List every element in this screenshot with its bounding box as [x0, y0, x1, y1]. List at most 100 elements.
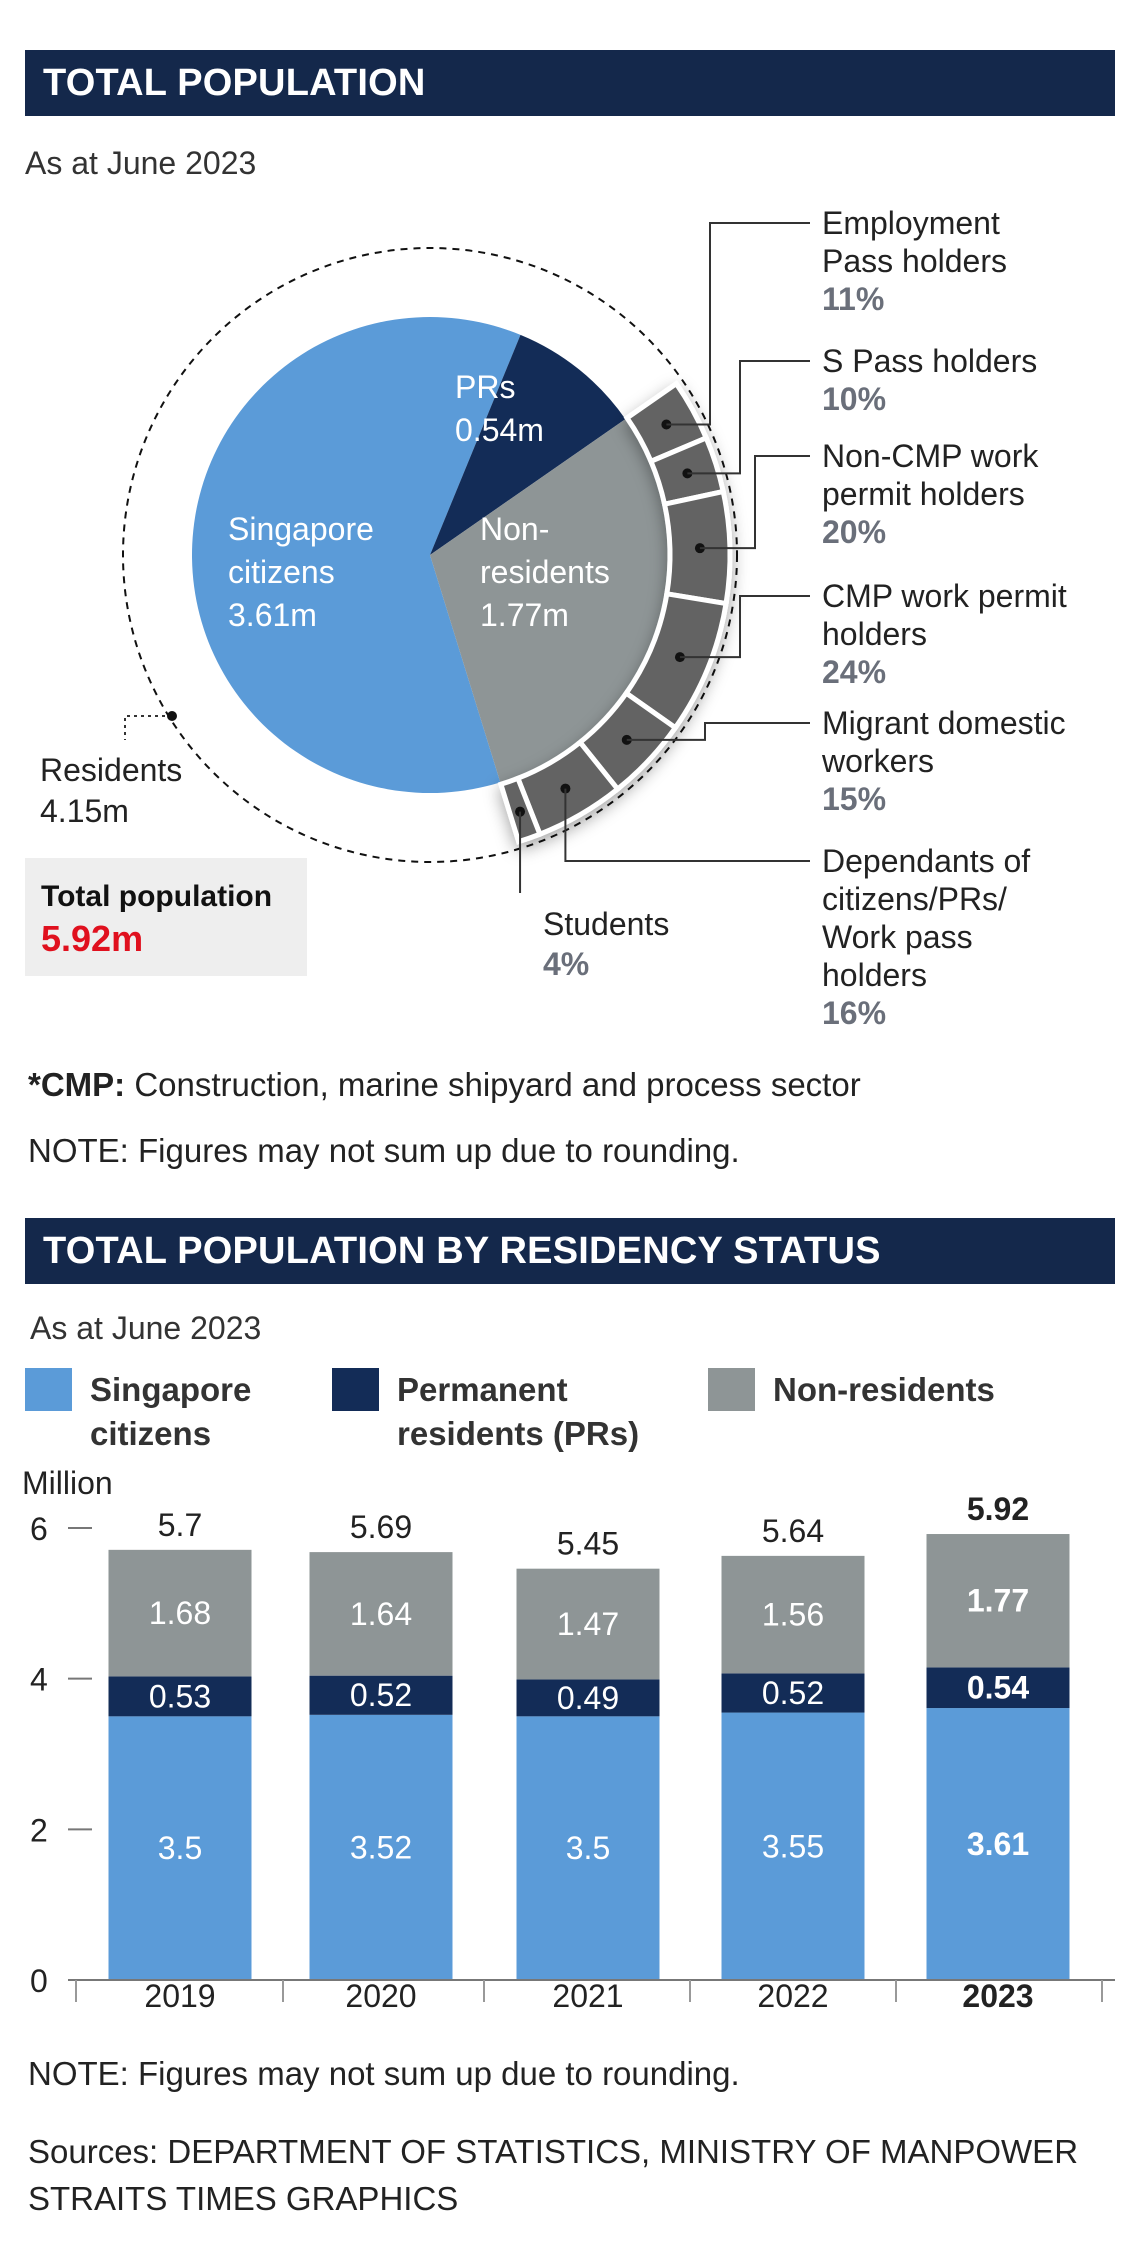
- legend-swatch-citizens: [25, 1368, 72, 1411]
- pie-label-nonres-0: Non-: [480, 511, 549, 547]
- section2-subtitle: As at June 2023: [30, 1310, 262, 1346]
- leader-line-3: [679, 595, 810, 659]
- bar-label-citizens-2023: 3.61: [967, 1826, 1029, 1862]
- leader-line-5: [564, 788, 810, 862]
- legend-label-nonres: Non-residents: [773, 1371, 995, 1408]
- bar-nonres-2019: [108, 1549, 252, 1677]
- breakdown-label-2-0: Non-CMP work: [822, 438, 1039, 474]
- breakdown-label-1-0: S Pass holders: [822, 343, 1037, 379]
- bar-label-prs-2022: 0.52: [762, 1675, 824, 1711]
- section1-title: TOTAL POPULATION: [43, 62, 426, 104]
- breakdown-label-0-1: Pass holders: [822, 243, 1007, 279]
- bar-label-citizens-2019: 3.5: [158, 1830, 202, 1866]
- breakdown-label-3-0: CMP work permit: [822, 578, 1067, 614]
- bar-label-nonres-2023: 1.77: [967, 1583, 1029, 1619]
- pie-slice-citizens: [191, 317, 521, 794]
- breakdown-pct-4: 15%: [822, 781, 886, 817]
- bar-total-2023: 5.92: [967, 1491, 1029, 1527]
- bar-total-2020: 5.69: [350, 1509, 412, 1545]
- pie-slice-nonresidents: [430, 419, 668, 783]
- breakdown-label-2-1: permit holders: [822, 476, 1025, 512]
- bar-label-prs-2021: 0.49: [557, 1680, 619, 1716]
- students-label: Students: [543, 906, 669, 942]
- bar-prs-2022: [721, 1673, 865, 1713]
- bar-label-nonres-2020: 1.64: [350, 1596, 412, 1632]
- breakdown-pct-3: 24%: [822, 654, 886, 690]
- bar-total-2022: 5.64: [762, 1513, 824, 1549]
- bar-chart: Million 0 2 4 6 3.5 0.53 1.68 5.7 2019 3.52 0.52 1.6…: [22, 1465, 1115, 2014]
- bar-label-citizens-2020: 3.52: [350, 1829, 412, 1865]
- section2-note: NOTE: Figures may not sum up due to roun…: [28, 2055, 740, 2092]
- bar-label-citizens-2021: 3.5: [566, 1830, 610, 1866]
- x-tick-label-2019: 2019: [144, 1978, 215, 2014]
- bar-label-prs-2020: 0.52: [350, 1677, 412, 1713]
- bar-label-prs-2019: 0.53: [149, 1678, 211, 1714]
- pie-label-nonres-2: 1.77m: [480, 597, 569, 633]
- y-tick-label-4: 4: [30, 1662, 48, 1698]
- residents-dot: [167, 711, 177, 721]
- y-tick-label-2: 2: [30, 1812, 48, 1848]
- breakdown-label-5-1: citizens/PRs/: [822, 881, 1007, 917]
- legend-label-citizens: Singapore citizens: [90, 1371, 252, 1452]
- x-tick-label-2021: 2021: [552, 1978, 623, 2014]
- sources-line: Sources: DEPARTMENT OF STATISTICS, MINIS…: [28, 2133, 1079, 2170]
- bar-nonres-2023: [926, 1534, 1070, 1668]
- breakdown-pct-5: 16%: [822, 995, 886, 1030]
- x-tick-label-2020: 2020: [345, 1978, 416, 2014]
- bar-citizens-2020: [309, 1714, 453, 1980]
- residents-value: 4.15m: [40, 793, 129, 829]
- pie-label-prs-0: PRs: [455, 369, 515, 405]
- residents-label: Residents: [40, 752, 182, 788]
- leader-line-2: [699, 455, 810, 550]
- total-population-box: Total population 5.92m: [25, 858, 307, 976]
- bar-citizens-2019: [108, 1716, 252, 1980]
- section1-banner: TOTAL POPULATION: [25, 50, 1115, 116]
- total-population-label: Total population: [41, 880, 273, 913]
- legend-item-citizens: Singapore citizens: [25, 1368, 251, 1456]
- pie-label-citizens-1: citizens: [228, 554, 335, 590]
- y-tick-label-0: 0: [30, 1963, 48, 1999]
- section2-title: TOTAL POPULATION BY RESIDENCY STATUS: [43, 1230, 881, 1272]
- pie-label-citizens-0: Singapore: [228, 511, 374, 547]
- section1-note: NOTE: Figures may not sum up due to roun…: [28, 1132, 740, 1169]
- pie-label-citizens-2: 3.61m: [228, 597, 317, 633]
- breakdown-label-0-0: Employment: [822, 205, 1000, 241]
- bar-nonres-2020: [309, 1552, 453, 1676]
- bar-label-prs-2023: 0.54: [967, 1670, 1029, 1706]
- students-pct: 4%: [543, 946, 589, 982]
- leader-line-0: [666, 222, 810, 426]
- legend-item-prs: Permanent residents (PRs): [332, 1368, 639, 1456]
- y-tick-label-6: 6: [30, 1511, 48, 1547]
- bar-total-2019: 5.7: [158, 1507, 202, 1543]
- pie-label-prs-1: 0.54m: [455, 412, 544, 448]
- section1-subtitle: As at June 2023: [25, 145, 257, 181]
- leader-line-1: [687, 360, 810, 475]
- cmp-footnote-term: *CMP:: [28, 1066, 126, 1103]
- cmp-footnote-text: Construction, marine shipyard and proces…: [125, 1066, 861, 1103]
- residents-leader: [124, 715, 172, 740]
- breakdown-label-4-1: workers: [821, 743, 934, 779]
- residents-outline: [122, 247, 738, 863]
- bar-nonres-2021: [516, 1568, 660, 1680]
- bar-citizens-2022: [721, 1712, 865, 1980]
- breakdown-label-5-3: holders: [822, 957, 927, 993]
- bar-citizens-2021: [516, 1716, 660, 1980]
- breakdown-label-3-1: holders: [822, 616, 927, 652]
- bar-citizens-2023: [926, 1708, 1070, 1980]
- legend-item-nonres: Non-residents: [708, 1368, 995, 1412]
- legend-label-prs: Permanent residents (PRs): [397, 1371, 640, 1452]
- section2-banner: TOTAL POPULATION BY RESIDENCY STATUS: [25, 1218, 1115, 1284]
- breakdown-label-5-0: Dependants of: [822, 843, 1030, 879]
- bar-prs-2020: [309, 1675, 453, 1715]
- breakdown-label-4-0: Migrant domestic: [822, 705, 1066, 741]
- total-population-value: 5.92m: [41, 918, 144, 959]
- credit-line: STRAITS TIMES GRAPHICS: [28, 2180, 459, 2217]
- pie-label-nonres-1: residents: [480, 554, 610, 590]
- y-axis-title: Million: [22, 1465, 113, 1501]
- bar-total-2021: 5.45: [557, 1526, 619, 1562]
- bar-prs-2021: [516, 1679, 660, 1717]
- breakdown-pct-2: 20%: [822, 514, 886, 550]
- x-tick-label-2022: 2022: [757, 1978, 828, 2014]
- bar-label-nonres-2022: 1.56: [762, 1597, 824, 1633]
- breakdown-pct-0: 11%: [822, 281, 884, 317]
